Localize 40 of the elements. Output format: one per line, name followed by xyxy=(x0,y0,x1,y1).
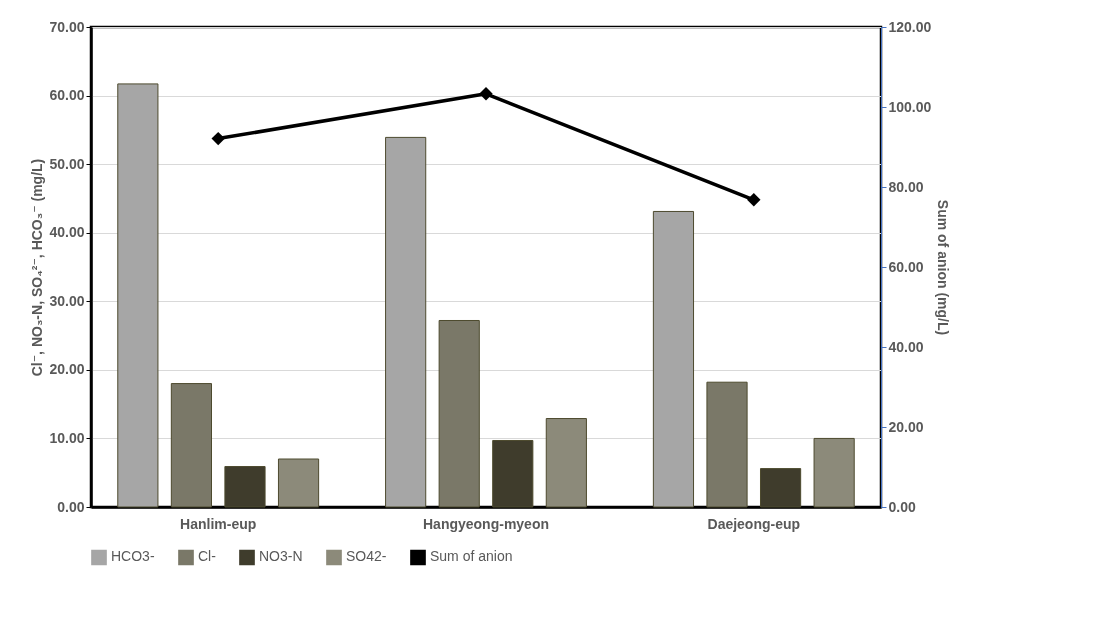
y2-tick-label: 80.00 xyxy=(888,178,924,195)
y2-tick-label: 0.00 xyxy=(888,498,916,515)
bar xyxy=(652,210,695,508)
y-tick-label: 60.00 xyxy=(49,87,85,104)
bar xyxy=(224,466,266,508)
y2-axis-title: Sum of anion (mg/L) xyxy=(935,199,952,336)
y-tick-label: 10.00 xyxy=(49,429,85,446)
bar xyxy=(117,83,159,508)
legend-label: Cl- xyxy=(198,548,217,565)
x-tick-label: Hangyeong-myeon xyxy=(422,515,550,532)
x-tick-label: Daejeong-eup xyxy=(707,515,801,532)
bar xyxy=(170,383,213,508)
bar xyxy=(438,319,480,508)
x-tick-label: Hanlim-eup xyxy=(180,515,257,532)
y2-tick-label: 120.00 xyxy=(888,18,932,35)
bar xyxy=(492,439,534,508)
y2-tick-label: 100.00 xyxy=(888,98,932,115)
legend-label: SO42- xyxy=(346,548,387,565)
bar xyxy=(277,458,320,508)
bar xyxy=(813,437,855,508)
bar xyxy=(385,136,427,508)
y-axis-title: Cl⁻, NO₃-N, SO₄²⁻, HCO₃⁻ (mg/L) xyxy=(29,158,46,377)
point xyxy=(479,87,493,101)
legend-label: Sum of anion xyxy=(430,548,513,565)
point xyxy=(211,131,225,146)
y-tick-label: 40.00 xyxy=(49,224,85,241)
legend-label: NO3-N xyxy=(259,548,303,565)
bar xyxy=(545,418,587,508)
legend-label: HCO3- xyxy=(111,548,155,565)
y2-tick-label: 20.00 xyxy=(888,418,924,435)
y-tick-label: 70.00 xyxy=(49,18,85,35)
y2-tick-label: 60.00 xyxy=(888,258,924,275)
y-tick-label: 20.00 xyxy=(49,361,85,378)
y-tick-label: 0.00 xyxy=(57,498,85,515)
bar xyxy=(706,381,748,508)
bar xyxy=(759,468,802,508)
y-tick-label: 50.00 xyxy=(49,155,85,172)
point xyxy=(747,193,761,207)
y-tick-label: 30.00 xyxy=(49,292,85,309)
y2-tick-label: 40.00 xyxy=(888,338,924,355)
